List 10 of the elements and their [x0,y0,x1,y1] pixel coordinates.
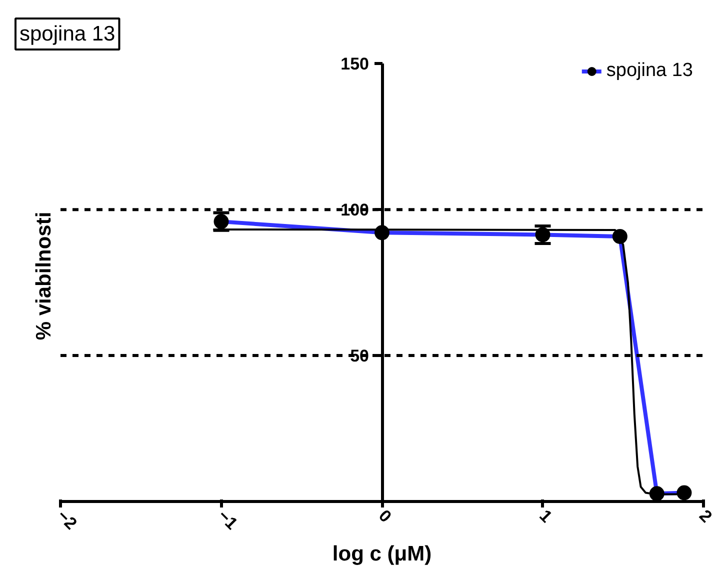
x-tick-label: −2 [53,506,81,534]
x-tick-label: 0 [374,506,396,526]
text: spojina 13 [20,22,116,46]
x-tick-label: 1 [536,506,556,526]
x-tick-label: −1 [214,506,242,534]
x-axis-title: log c (μM) [332,542,432,566]
y-tick-label: 150 [340,54,370,74]
x-tick-label: 2 [696,506,713,526]
y-axis-title: % viabilnosti [32,212,56,340]
legend-label: spojina 13 [606,60,693,82]
